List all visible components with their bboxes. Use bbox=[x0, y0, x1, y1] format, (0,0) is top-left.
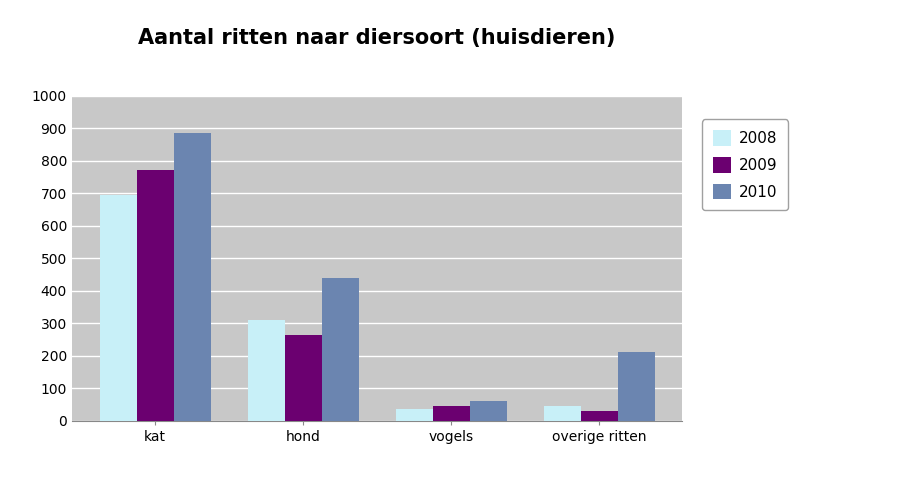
Bar bbox=[100, 195, 136, 421]
Bar bbox=[433, 406, 470, 421]
Bar bbox=[248, 320, 285, 421]
Bar bbox=[285, 335, 321, 421]
Bar bbox=[136, 170, 173, 421]
Bar bbox=[173, 133, 211, 421]
Text: Aantal ritten naar diersoort (huisdieren): Aantal ritten naar diersoort (huisdieren… bbox=[138, 28, 616, 48]
Bar bbox=[581, 411, 618, 421]
Bar bbox=[470, 401, 506, 421]
Bar bbox=[543, 406, 581, 421]
Legend: 2008, 2009, 2010: 2008, 2009, 2010 bbox=[702, 120, 788, 210]
Bar bbox=[396, 409, 433, 421]
Bar bbox=[321, 278, 358, 421]
Bar bbox=[618, 352, 655, 421]
